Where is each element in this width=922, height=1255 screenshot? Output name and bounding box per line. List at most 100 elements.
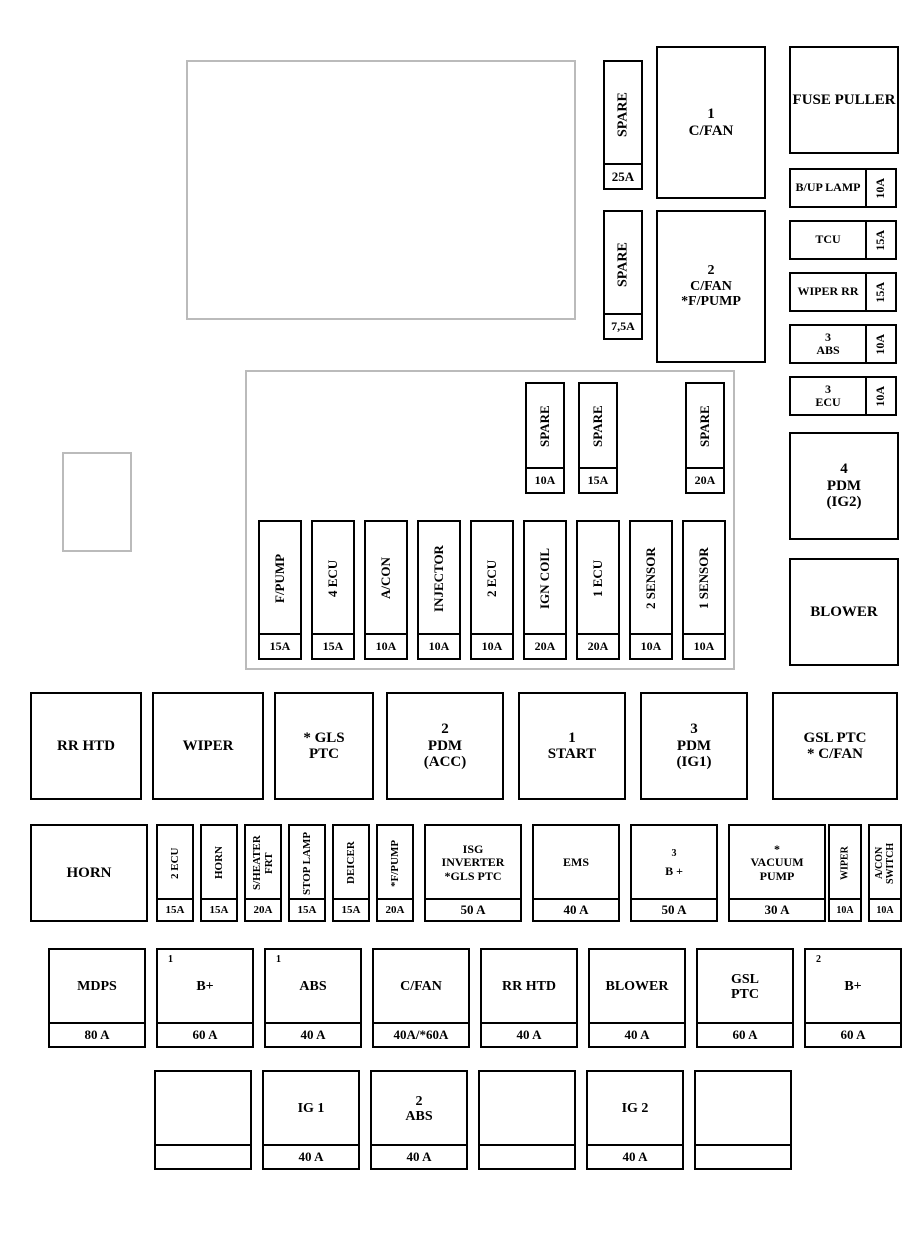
gray-area-large <box>186 60 576 320</box>
fuse-1-ecu: 1 ECU20A <box>576 520 620 660</box>
fuse-label: F/PUMP <box>260 522 300 635</box>
fuse--f-pump: *F/PUMP20A <box>376 824 414 922</box>
relay-gsl-ptc-c-fan: GSL PTC* C/FAN <box>772 692 898 800</box>
fuse-2-sensor: 2 SENSOR10A <box>629 520 673 660</box>
block-label: EMS <box>534 826 618 900</box>
block-label: *VACUUMPUMP <box>730 826 824 900</box>
bigfuse-amp <box>694 1144 792 1170</box>
fuse-label: 3ABS <box>791 326 865 362</box>
bigfuse-amp: 80 A <box>48 1022 146 1048</box>
fuse-amp: 15A <box>332 898 370 922</box>
bigfuse-c-fan: C/FAN40A/*60A <box>372 948 470 1048</box>
fuse-amp: 15A <box>865 220 897 260</box>
fuse-label: INJECTOR <box>419 522 459 635</box>
relay-label: GSL PTC* C/FAN <box>804 730 867 763</box>
fuse-amp: 15A <box>311 633 355 660</box>
bigfuse-label: BLOWER <box>590 950 684 1024</box>
fuse-label: DEICER <box>334 826 368 900</box>
bigfuse-label: IG 2 <box>588 1072 682 1146</box>
fuse-label: S/HEATER FRT <box>246 826 280 900</box>
relay-cfan-2: 2C/FAN*F/PUMP <box>656 210 766 363</box>
fuse-s-heater-frt: S/HEATER FRT20A <box>244 824 282 922</box>
fuse-b-up-lamp: B/UP LAMP <box>789 168 867 208</box>
fuse-injector: INJECTOR10A <box>417 520 461 660</box>
bigfuse-b-: 1B+60 A <box>156 948 254 1048</box>
bigfuse-empty <box>154 1070 252 1170</box>
fuse-amp: 10A <box>629 633 673 660</box>
bigfuse-label <box>480 1072 574 1146</box>
bigfuse-label: C/FAN <box>374 950 468 1024</box>
fuse-amp: 10A <box>417 633 461 660</box>
bigfuse-amp: 60 A <box>156 1022 254 1048</box>
fuse-label: 2 ECU <box>158 826 192 900</box>
fuse-label: 1 SENSOR <box>684 522 724 635</box>
fuse-spare: SPARE10A <box>525 382 565 494</box>
fuse-label: HORN <box>202 826 236 900</box>
fuse-label: 1 ECU <box>578 522 618 635</box>
bigfuse-amp: 40 A <box>480 1022 578 1048</box>
relay-pdm4: 4PDM(IG2) <box>789 432 899 540</box>
fuse-label: SPARE <box>605 212 641 317</box>
relay-label: 4PDM(IG2) <box>827 461 862 511</box>
bigfuse-label: 2B+ <box>806 950 900 1024</box>
fuse-amp: 20A <box>576 633 620 660</box>
fuse-amp: 15A <box>578 467 618 494</box>
fuse-amp: 10A <box>470 633 514 660</box>
bigfuse-label: IG 1 <box>264 1072 358 1146</box>
bigfuse-amp: 40 A <box>588 1022 686 1048</box>
fuse-wiper: WIPER10A <box>828 824 862 922</box>
block-isg-inverter-gls-ptc: ISGINVERTER*GLS PTC50 A <box>424 824 522 922</box>
bigfuse-ig-1: IG 140 A <box>262 1070 360 1170</box>
bigfuse-2-abs: 2ABS40 A <box>370 1070 468 1170</box>
relay-wiper: WIPER <box>152 692 264 800</box>
fuse-amp: 10A <box>868 898 902 922</box>
fuse-amp: 10A <box>828 898 862 922</box>
block-amp: 40 A <box>532 898 620 922</box>
bigfuse-label: 2ABS <box>372 1072 466 1146</box>
fuse-amp: 15A <box>156 898 194 922</box>
block-amp: 50 A <box>424 898 522 922</box>
bigfuse-amp <box>478 1144 576 1170</box>
fuse-amp: 10A <box>682 633 726 660</box>
fuse-label: STOP LAMP <box>290 826 324 900</box>
fuse-label: SPARE <box>605 62 641 167</box>
fuse-label: 3ECU <box>791 378 865 414</box>
fuse-label: IGN COIL <box>525 522 565 635</box>
bigfuse-ig-2: IG 240 A <box>586 1070 684 1170</box>
fuse-4-ecu: 4 ECU15A <box>311 520 355 660</box>
gray-area-small <box>62 452 132 552</box>
relay-cfan-1: 1C/FAN <box>656 46 766 199</box>
fuse-amp: 15A <box>258 633 302 660</box>
bigfuse-label: MDPS <box>50 950 144 1024</box>
fuse-tcu: TCU <box>789 220 867 260</box>
relay-2-pdm-acc-: 2PDM(ACC) <box>386 692 504 800</box>
fuse-label: *F/PUMP <box>378 826 412 900</box>
fuse-amp: 20A <box>523 633 567 660</box>
fuse-label: WIPER RR <box>791 274 865 310</box>
fuse-amp: 10A <box>865 168 897 208</box>
relay-label: RR HTD <box>57 738 115 755</box>
fuse-spare: SPARE20A <box>685 382 725 494</box>
bigfuse-amp: 40 A <box>370 1144 468 1170</box>
fuse-amp: 20A <box>376 898 414 922</box>
block--b-: 3B +50 A <box>630 824 718 922</box>
fuse-a-con-switch: A/CON SWITCH10A <box>868 824 902 922</box>
fuse-3-ecu: 3ECU <box>789 376 867 416</box>
bigfuse-empty <box>694 1070 792 1170</box>
fuse-label: A/CON SWITCH <box>870 826 900 900</box>
fuse-label: A/CON <box>366 522 406 635</box>
fuse-puller-label: FUSE PULLER <box>793 92 896 109</box>
fuse-amp: 25A <box>603 163 643 190</box>
fuse-amp: 10A <box>865 376 897 416</box>
fuse-puller: FUSE PULLER <box>789 46 899 154</box>
fuse-amp: 15A <box>865 272 897 312</box>
bigfuse-blower: BLOWER40 A <box>588 948 686 1048</box>
bigfuse-label: 1ABS <box>266 950 360 1024</box>
fuse-label: 4 ECU <box>313 522 353 635</box>
fuse-3-abs: 3ABS <box>789 324 867 364</box>
relay-label: HORN <box>67 865 112 882</box>
bigfuse-label: RR HTD <box>482 950 576 1024</box>
fuse-amp: 20A <box>244 898 282 922</box>
fuse-label: 2 ECU <box>472 522 512 635</box>
relay-blower: BLOWER <box>789 558 899 666</box>
